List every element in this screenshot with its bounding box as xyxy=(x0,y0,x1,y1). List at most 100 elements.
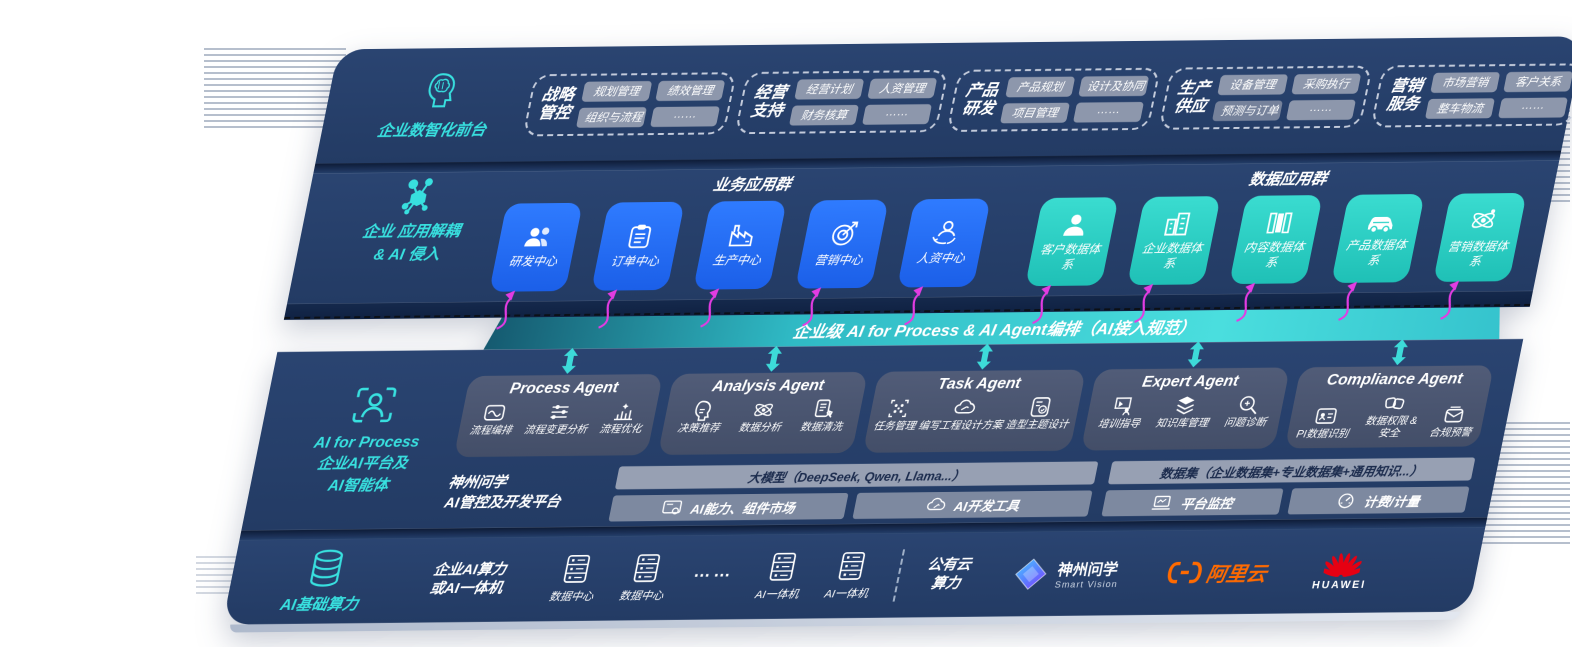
capability-label: 决策推荐 xyxy=(676,422,721,435)
group-marketing-service: 营销服务 市场营销 客户关系 整车物流 …… xyxy=(1370,63,1572,128)
id-card-icon xyxy=(1315,407,1337,424)
capability: 造型主题设计 xyxy=(1004,396,1074,432)
chip: …… xyxy=(861,104,933,125)
molecule-icon xyxy=(401,178,433,215)
capability: 流程优化 xyxy=(598,400,647,436)
group-title: 营销服务 xyxy=(1385,77,1425,114)
server-icon xyxy=(633,554,661,583)
dataset-ops-group: 数据集（企业数据集+专业数据集+通用知识...） 平台监控 计费/计量 xyxy=(1101,457,1476,517)
chip: 设计及协同 xyxy=(1078,75,1150,97)
business-app-group: 业务应用群 研发中心 订单中心 xyxy=(487,170,996,330)
chip: 规划管理 xyxy=(581,81,653,102)
knowledge-stack-icon xyxy=(1176,396,1195,415)
agent-title: Expert Agent xyxy=(1140,372,1241,391)
shenzhou-logo-text: 神州问学 Smart Vision xyxy=(1054,558,1123,590)
factory-icon xyxy=(728,225,753,247)
public-cloud-line1: 公有云 xyxy=(926,556,973,574)
chip: 市场营销 xyxy=(1430,72,1501,93)
tile-production-center: 生产中心 xyxy=(693,200,787,328)
group-product-rd: 产品研发 产品规划 设计及协同 项目管理 …… xyxy=(946,67,1161,132)
platform-name: 神州问学 AI管控及开发平台 xyxy=(440,467,605,524)
model-tools-group: 大模型（DeepSeek, Qwen, Llama...） AI能力、组件市场 … xyxy=(608,461,1099,522)
chip: …… xyxy=(1072,101,1144,123)
chip: 经营计划 xyxy=(794,78,865,100)
chip: 产品规划 xyxy=(1005,76,1076,98)
capability-label: PI数据识别 xyxy=(1295,427,1350,440)
clipboard-icon xyxy=(628,224,652,249)
cloud-edit-icon xyxy=(954,399,975,414)
gauge-icon xyxy=(1338,493,1354,509)
tile-label: 营销数据体系 xyxy=(1446,239,1510,269)
optimize-icon xyxy=(613,403,632,421)
tile-product-data: 产品数据体系 xyxy=(1331,193,1425,321)
capability: 合规预警 xyxy=(1428,403,1477,439)
halftone-texture xyxy=(204,48,346,132)
group-chips: 市场营销 客户关系 整车物流 …… xyxy=(1424,71,1572,119)
capability: 知识库管理 xyxy=(1154,394,1214,430)
people-cycle-icon xyxy=(932,221,956,245)
tile-label: 产品数据体系 xyxy=(1345,238,1408,268)
digital-brain-icon xyxy=(428,73,455,108)
group-title: 经营支持 xyxy=(749,84,789,121)
data-app-group: 数据应用群 客户数据体系 企业数据体系 xyxy=(1023,165,1532,325)
chip: 采购执行 xyxy=(1291,73,1362,95)
chip: 绩效管理 xyxy=(655,80,726,102)
capability-label: 造型主题设计 xyxy=(1004,418,1070,432)
person-icon xyxy=(1063,214,1084,236)
huawei-flower-icon xyxy=(1322,553,1365,577)
group-title: 生产供应 xyxy=(1172,79,1212,116)
capability-label: 编写工程设计方案 xyxy=(917,419,1004,433)
chip: …… xyxy=(649,106,721,128)
ai-platform-label-line1: AI for Process xyxy=(312,433,422,452)
group-production-supply: 生产供应 设备管理 采购执行 预测与订单 …… xyxy=(1158,65,1373,130)
compute-line2: 或AI一体机 xyxy=(428,580,504,598)
tile-label: 营销中心 xyxy=(813,253,865,268)
datacenter-node: 数据中心 xyxy=(548,554,602,605)
chip: 人资管理 xyxy=(867,78,938,99)
aliyun-bracket-icon xyxy=(1167,561,1203,584)
business-tiles: 研发中心 订单中心 生产中心 xyxy=(489,198,991,330)
magenta-flow-arrow xyxy=(496,290,516,330)
capability: 培训指导 xyxy=(1097,395,1146,431)
huawei-logo: HUAWEI xyxy=(1311,551,1373,591)
tile-label: 企业数据体系 xyxy=(1140,241,1204,271)
capability-label: 数据分析 xyxy=(737,421,783,435)
business-group-title: 业务应用群 xyxy=(711,176,793,195)
chip: …… xyxy=(1497,97,1568,119)
ai-dev-tools-bar: AI开发工具 xyxy=(852,490,1093,520)
node-label: AI一体机 xyxy=(753,588,800,602)
tile-label: 研发中心 xyxy=(507,254,559,269)
tile-enterprise-data: 企业数据体系 xyxy=(1127,196,1221,324)
vendor-logos: 神州问学 Smart Vision 阿里云 HUAWEI xyxy=(1009,551,1373,595)
platform-name-line2: AI管控及开发平台 xyxy=(442,494,562,512)
link-permission-icon xyxy=(1385,397,1405,410)
tile-marketing-data: 营销数据体系 xyxy=(1432,192,1527,320)
llm-bar: 大模型（DeepSeek, Qwen, Llama...） xyxy=(614,461,1099,490)
capability-label: 问题诊断 xyxy=(1222,416,1268,430)
public-cloud-label: 公有云 算力 xyxy=(922,556,973,594)
server-icon xyxy=(563,554,591,583)
server-icon xyxy=(838,551,866,581)
data-tiles: 客户数据体系 企业数据体系 内容数据体系 xyxy=(1025,192,1527,325)
server-icon xyxy=(769,552,796,581)
tile-hr-center: 人资中心 xyxy=(897,198,991,326)
capability-label: 培训指导 xyxy=(1096,417,1142,431)
capability: 数据分析 xyxy=(737,399,786,435)
front-office-groups: 战略管控 规划管理 绩效管理 组织与流程 …… 经营支持 经营计划 人资管理 财… xyxy=(522,63,1572,137)
shenzhou-wenxue-logo: 神州问学 Smart Vision xyxy=(1009,555,1123,592)
tool-bars: AI能力、组件市场 AI开发工具 xyxy=(608,490,1093,522)
cloud-tools-icon xyxy=(926,497,945,511)
agent-capabilities: 培训指导 知识库管理 问题诊断 xyxy=(1090,394,1278,432)
data-clean-icon xyxy=(815,399,834,418)
capability: 任务管理 xyxy=(872,397,921,433)
tile-rd-center: 研发中心 xyxy=(489,202,583,330)
library-icon xyxy=(1266,212,1293,234)
scan-person-icon xyxy=(352,387,397,423)
tile-order-center: 订单中心 xyxy=(591,201,685,329)
ai-platform-label-block: AI for Process 企业AI平台及 AI智能体 xyxy=(269,350,465,530)
infrastructure-layer: AI基础算力 企业AI算力 或AI一体机 数据中心 数据中心 …… AI一体机 xyxy=(222,527,1486,625)
building-icon xyxy=(1164,212,1191,236)
capability: 数据清洗 xyxy=(799,398,848,434)
layer-stack: 企业数智化前台 战略管控 规划管理 绩效管理 组织与流程 …… 经营支持 经营计… xyxy=(222,36,1572,633)
tile-customer-data: 客户数据体系 xyxy=(1025,197,1119,325)
